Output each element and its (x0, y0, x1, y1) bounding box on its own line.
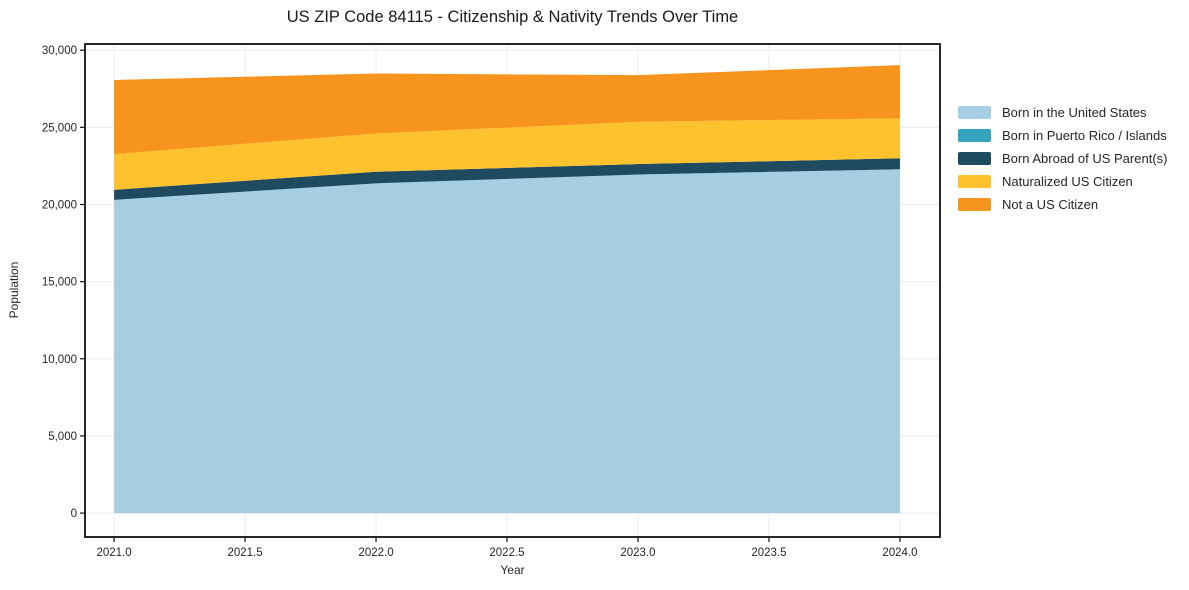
legend-item: Born in Puerto Rico / Islands (958, 129, 1167, 142)
area-naturalized-us-citizen (114, 118, 900, 190)
area-born-in-the-united-states (114, 169, 900, 514)
legend-label: Naturalized US Citizen (1002, 174, 1133, 189)
y-tick-label: 30,000 (42, 45, 77, 57)
x-tick-label: 2024.0 (882, 547, 917, 559)
areas (114, 65, 900, 514)
legend-item: Not a US Citizen (958, 198, 1167, 211)
legend-item: Born in the United States (958, 106, 1167, 119)
legend-item: Naturalized US Citizen (958, 175, 1167, 188)
x-tick-label: 2022.5 (489, 547, 524, 559)
x-tick-label: 2021.5 (227, 547, 262, 559)
legend-swatch-icon (958, 152, 991, 165)
legend-label: Born in Puerto Rico / Islands (1002, 128, 1167, 143)
plot-frame (84, 43, 941, 538)
y-tick-label: 20,000 (42, 199, 77, 211)
legend-label: Not a US Citizen (1002, 197, 1099, 212)
legend-swatch-icon (958, 175, 991, 188)
y-tick-label: 0 (71, 508, 77, 520)
legend-swatch-icon (958, 129, 991, 142)
tick-labels: 0 5,000 10,000 15,000 20,000 25,000 30,000 2021… (42, 45, 918, 559)
legend-swatch-icon (958, 198, 991, 211)
legend: Born in the United States Born in Puerto … (958, 106, 1167, 221)
x-tick-label: 2023.0 (620, 547, 655, 559)
x-tick-label: 2021.0 (96, 547, 131, 559)
x-tick-label: 2023.5 (751, 547, 786, 559)
legend-item: Born Abroad of US Parent(s) (958, 152, 1167, 165)
x-axis-label: Year (500, 563, 525, 577)
y-tick-label: 10,000 (42, 354, 77, 366)
y-tick-label: 5,000 (48, 431, 77, 443)
y-axis-label: Population (7, 261, 21, 319)
y-tick-label: 15,000 (42, 277, 77, 289)
legend-label: Born Abroad of US Parent(s) (1002, 151, 1168, 166)
chart-title: US ZIP Code 84115 - Citizenship & Nativi… (286, 8, 739, 26)
area-born-abroad-of-us-parent-s (114, 158, 900, 200)
legend-label: Born in the United States (1002, 105, 1147, 120)
x-tick-label: 2022.0 (358, 547, 393, 559)
y-tick-label: 25,000 (42, 122, 77, 134)
legend-swatch-icon (958, 106, 991, 119)
area-not-a-us-citizen (114, 65, 900, 155)
tick-marks (80, 49, 901, 542)
